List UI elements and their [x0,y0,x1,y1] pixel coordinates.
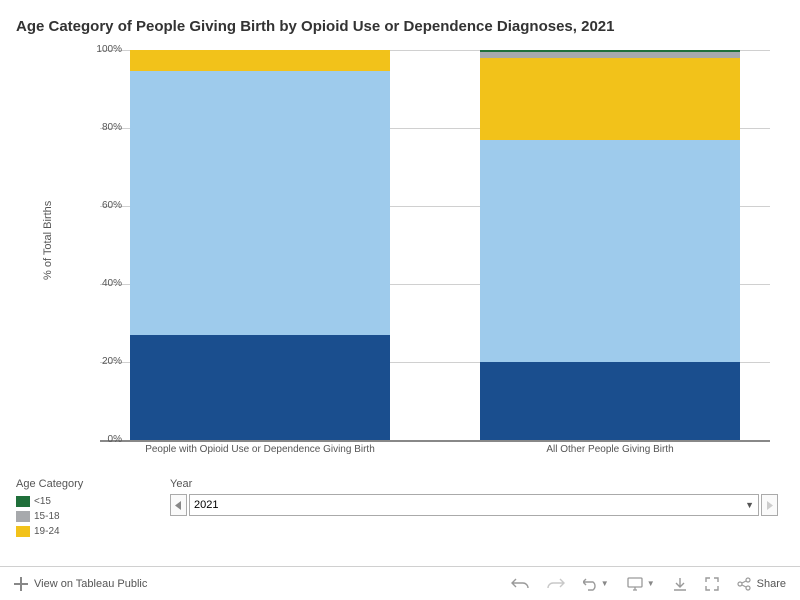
tableau-logo-icon [14,577,28,591]
chevron-down-icon: ▼ [601,579,609,588]
bar-segment[interactable] [480,362,740,440]
x-category-label: People with Opioid Use or Dependence Giv… [130,444,390,455]
y-tick: 80% [84,122,122,133]
legend-item[interactable]: 19-24 [16,524,60,539]
legend-swatch [16,496,30,507]
stacked-bar[interactable] [480,50,740,440]
legend-swatch [16,511,30,522]
legend-title: Age Category [16,478,83,490]
year-next-button[interactable] [761,494,778,516]
chevron-down-icon: ▼ [647,579,655,588]
download-button[interactable] [673,577,687,591]
redo-button[interactable] [547,577,565,591]
view-on-tableau-label: View on Tableau Public [34,578,147,590]
bar-segment[interactable] [130,50,390,71]
y-tick: 40% [84,278,122,289]
year-value: 2021 [194,499,218,511]
y-tick: 0% [84,434,122,445]
bar-segment[interactable] [480,58,740,140]
bar-segment[interactable] [480,140,740,362]
year-prev-button[interactable] [170,494,187,516]
share-button[interactable]: Share [737,577,786,591]
legend: <15 15-18 19-24 [16,494,60,539]
year-label: Year [170,478,192,490]
bar-segment[interactable] [130,71,390,334]
chevron-down-icon: ▼ [745,500,754,510]
chart-container: { "title": "Age Category of People Givin… [0,0,800,600]
fullscreen-button[interactable] [705,577,719,591]
chart-title: Age Category of People Giving Birth by O… [16,18,614,35]
share-label: Share [757,578,786,590]
gridline [100,440,770,442]
footer-toolbar: View on Tableau Public ▼ ▼ [0,566,800,600]
y-axis-label: % of Total Births [42,201,54,280]
view-on-tableau-link[interactable]: View on Tableau Public [14,577,147,591]
legend-label: 19-24 [34,526,60,537]
legend-swatch [16,526,30,537]
reset-button[interactable]: ▼ [583,577,609,591]
device-preview-button[interactable]: ▼ [627,577,655,591]
bar-segment[interactable] [130,335,390,440]
footer-tools: ▼ ▼ Share [511,577,786,591]
legend-label: <15 [34,496,51,507]
y-tick: 100% [84,44,122,55]
stacked-bar[interactable] [130,50,390,440]
x-category-label: All Other People Giving Birth [480,444,740,455]
plot-area [100,50,770,440]
y-tick: 20% [84,356,122,367]
legend-item[interactable]: 15-18 [16,509,60,524]
legend-item[interactable]: <15 [16,494,60,509]
legend-label: 15-18 [34,511,60,522]
year-selector: 2021 ▼ [170,494,778,516]
undo-button[interactable] [511,577,529,591]
y-tick: 60% [84,200,122,211]
year-dropdown[interactable]: 2021 ▼ [189,494,759,516]
